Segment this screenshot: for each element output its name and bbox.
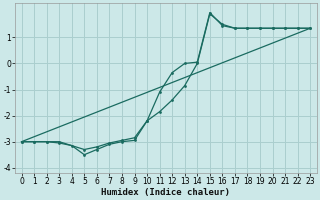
X-axis label: Humidex (Indice chaleur): Humidex (Indice chaleur) (101, 188, 230, 197)
